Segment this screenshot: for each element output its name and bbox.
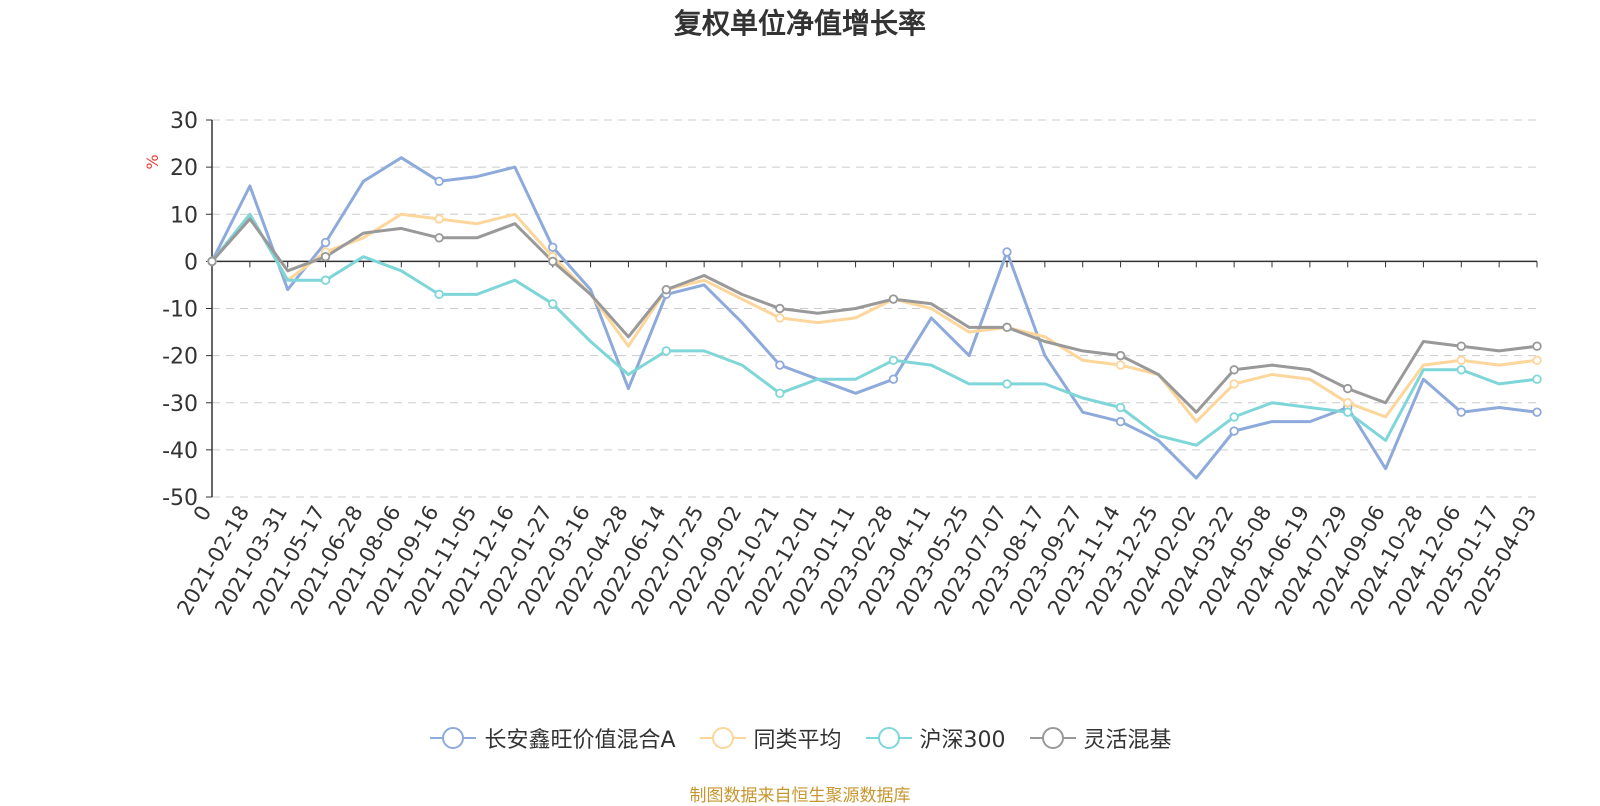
y-axis-unit: % bbox=[143, 154, 162, 169]
series-0-point-3 bbox=[320, 237, 331, 248]
marker-layer bbox=[207, 176, 1542, 436]
y-tick-label-4: -10 bbox=[162, 298, 198, 323]
series-1-point-33 bbox=[1456, 355, 1466, 366]
series-2-point-27 bbox=[1229, 412, 1239, 422]
series-line-1 bbox=[210, 212, 1538, 424]
series-1-point-24 bbox=[1115, 360, 1126, 370]
legend-swatch-1 bbox=[699, 727, 746, 749]
series-0-point-18 bbox=[888, 374, 899, 384]
line-chart: 3020100-10-20-30-40-50%02021-02-182021-0… bbox=[143, 109, 1542, 619]
series-2-point-3 bbox=[320, 275, 331, 285]
legend-label-3: 灵活混基 bbox=[1083, 728, 1172, 753]
series-0-point-21 bbox=[1002, 247, 1012, 257]
y-tick-label-7: -40 bbox=[162, 439, 198, 464]
series-0-point-24 bbox=[1115, 416, 1126, 427]
series-2-point-21 bbox=[1002, 379, 1012, 389]
series-1-point-27 bbox=[1229, 379, 1239, 389]
series-2-point-6 bbox=[434, 289, 444, 300]
series-0-point-6 bbox=[434, 176, 444, 186]
series-0-point-27 bbox=[1229, 426, 1239, 436]
series-line-2 bbox=[210, 212, 1538, 447]
series-line-3 bbox=[210, 217, 1538, 414]
series-2-point-12 bbox=[661, 346, 671, 356]
source-note: 制图数据来自恒生聚源数据库 bbox=[689, 786, 911, 806]
y-tick-label-8: -50 bbox=[162, 486, 198, 511]
series-3-point-9 bbox=[548, 256, 558, 267]
series-3-point-12 bbox=[661, 284, 671, 295]
legend-swatch-0 bbox=[430, 727, 477, 749]
axis-layer: 3020100-10-20-30-40-50%02021-02-182021-0… bbox=[143, 109, 1541, 619]
series-3-point-30 bbox=[1343, 383, 1353, 394]
legend-item-1[interactable]: 同类平均 bbox=[698, 722, 842, 754]
series-3-point-24 bbox=[1115, 350, 1126, 361]
legend-item-3[interactable]: 灵活混基 bbox=[1028, 722, 1172, 754]
series-3-point-3 bbox=[320, 251, 331, 262]
series-1-point-30 bbox=[1343, 398, 1353, 408]
series-1-point-35 bbox=[1532, 355, 1542, 366]
y-tick-label-2: 10 bbox=[170, 203, 198, 228]
series-0-point-35 bbox=[1532, 407, 1542, 417]
series-3-point-35 bbox=[1532, 341, 1542, 351]
legend-label-1: 同类平均 bbox=[753, 728, 842, 753]
series-2-point-15 bbox=[775, 388, 785, 399]
series-1-point-15 bbox=[775, 313, 785, 323]
series-0-point-9 bbox=[548, 242, 558, 252]
y-tick-label-0: 30 bbox=[170, 109, 198, 134]
series-3-point-6 bbox=[434, 233, 444, 243]
series-3-point-0 bbox=[207, 256, 217, 267]
series-0-point-15 bbox=[775, 360, 785, 370]
y-tick-label-5: -20 bbox=[162, 345, 198, 370]
legend-label-2: 沪深300 bbox=[919, 728, 1006, 753]
series-2-point-9 bbox=[548, 299, 558, 309]
legend-label-0: 长安鑫旺价值混合A bbox=[484, 728, 676, 753]
series-2-point-35 bbox=[1532, 374, 1542, 384]
series-3-point-21 bbox=[1002, 322, 1012, 333]
legend-swatch-2 bbox=[865, 727, 912, 749]
series-3-point-33 bbox=[1456, 341, 1466, 351]
series-2-point-33 bbox=[1456, 365, 1466, 375]
series-layer bbox=[210, 156, 1538, 480]
series-line-0 bbox=[210, 156, 1538, 480]
series-0-point-33 bbox=[1456, 407, 1466, 417]
chart-title: 复权单位净值增长率 bbox=[673, 7, 926, 40]
series-3-point-27 bbox=[1229, 365, 1239, 375]
legend-item-0[interactable]: 长安鑫旺价值混合A bbox=[428, 722, 676, 754]
series-3-point-18 bbox=[888, 294, 899, 304]
series-1-point-6 bbox=[434, 214, 444, 224]
series-3-point-15 bbox=[775, 303, 785, 314]
y-tick-label-1: 20 bbox=[170, 156, 198, 181]
series-2-point-30 bbox=[1343, 407, 1353, 417]
legend-item-2[interactable]: 沪深300 bbox=[864, 722, 1006, 754]
x-tick-label-0: 0 bbox=[189, 502, 216, 526]
series-2-point-18 bbox=[888, 355, 899, 366]
y-tick-label-3: 0 bbox=[184, 250, 198, 275]
series-2-point-24 bbox=[1115, 402, 1126, 413]
y-tick-label-6: -30 bbox=[162, 392, 198, 417]
legend-swatch-3 bbox=[1029, 727, 1076, 749]
chart-legend: 长安鑫旺价值混合A 同类平均 沪深300 灵活混基 bbox=[0, 722, 1600, 754]
